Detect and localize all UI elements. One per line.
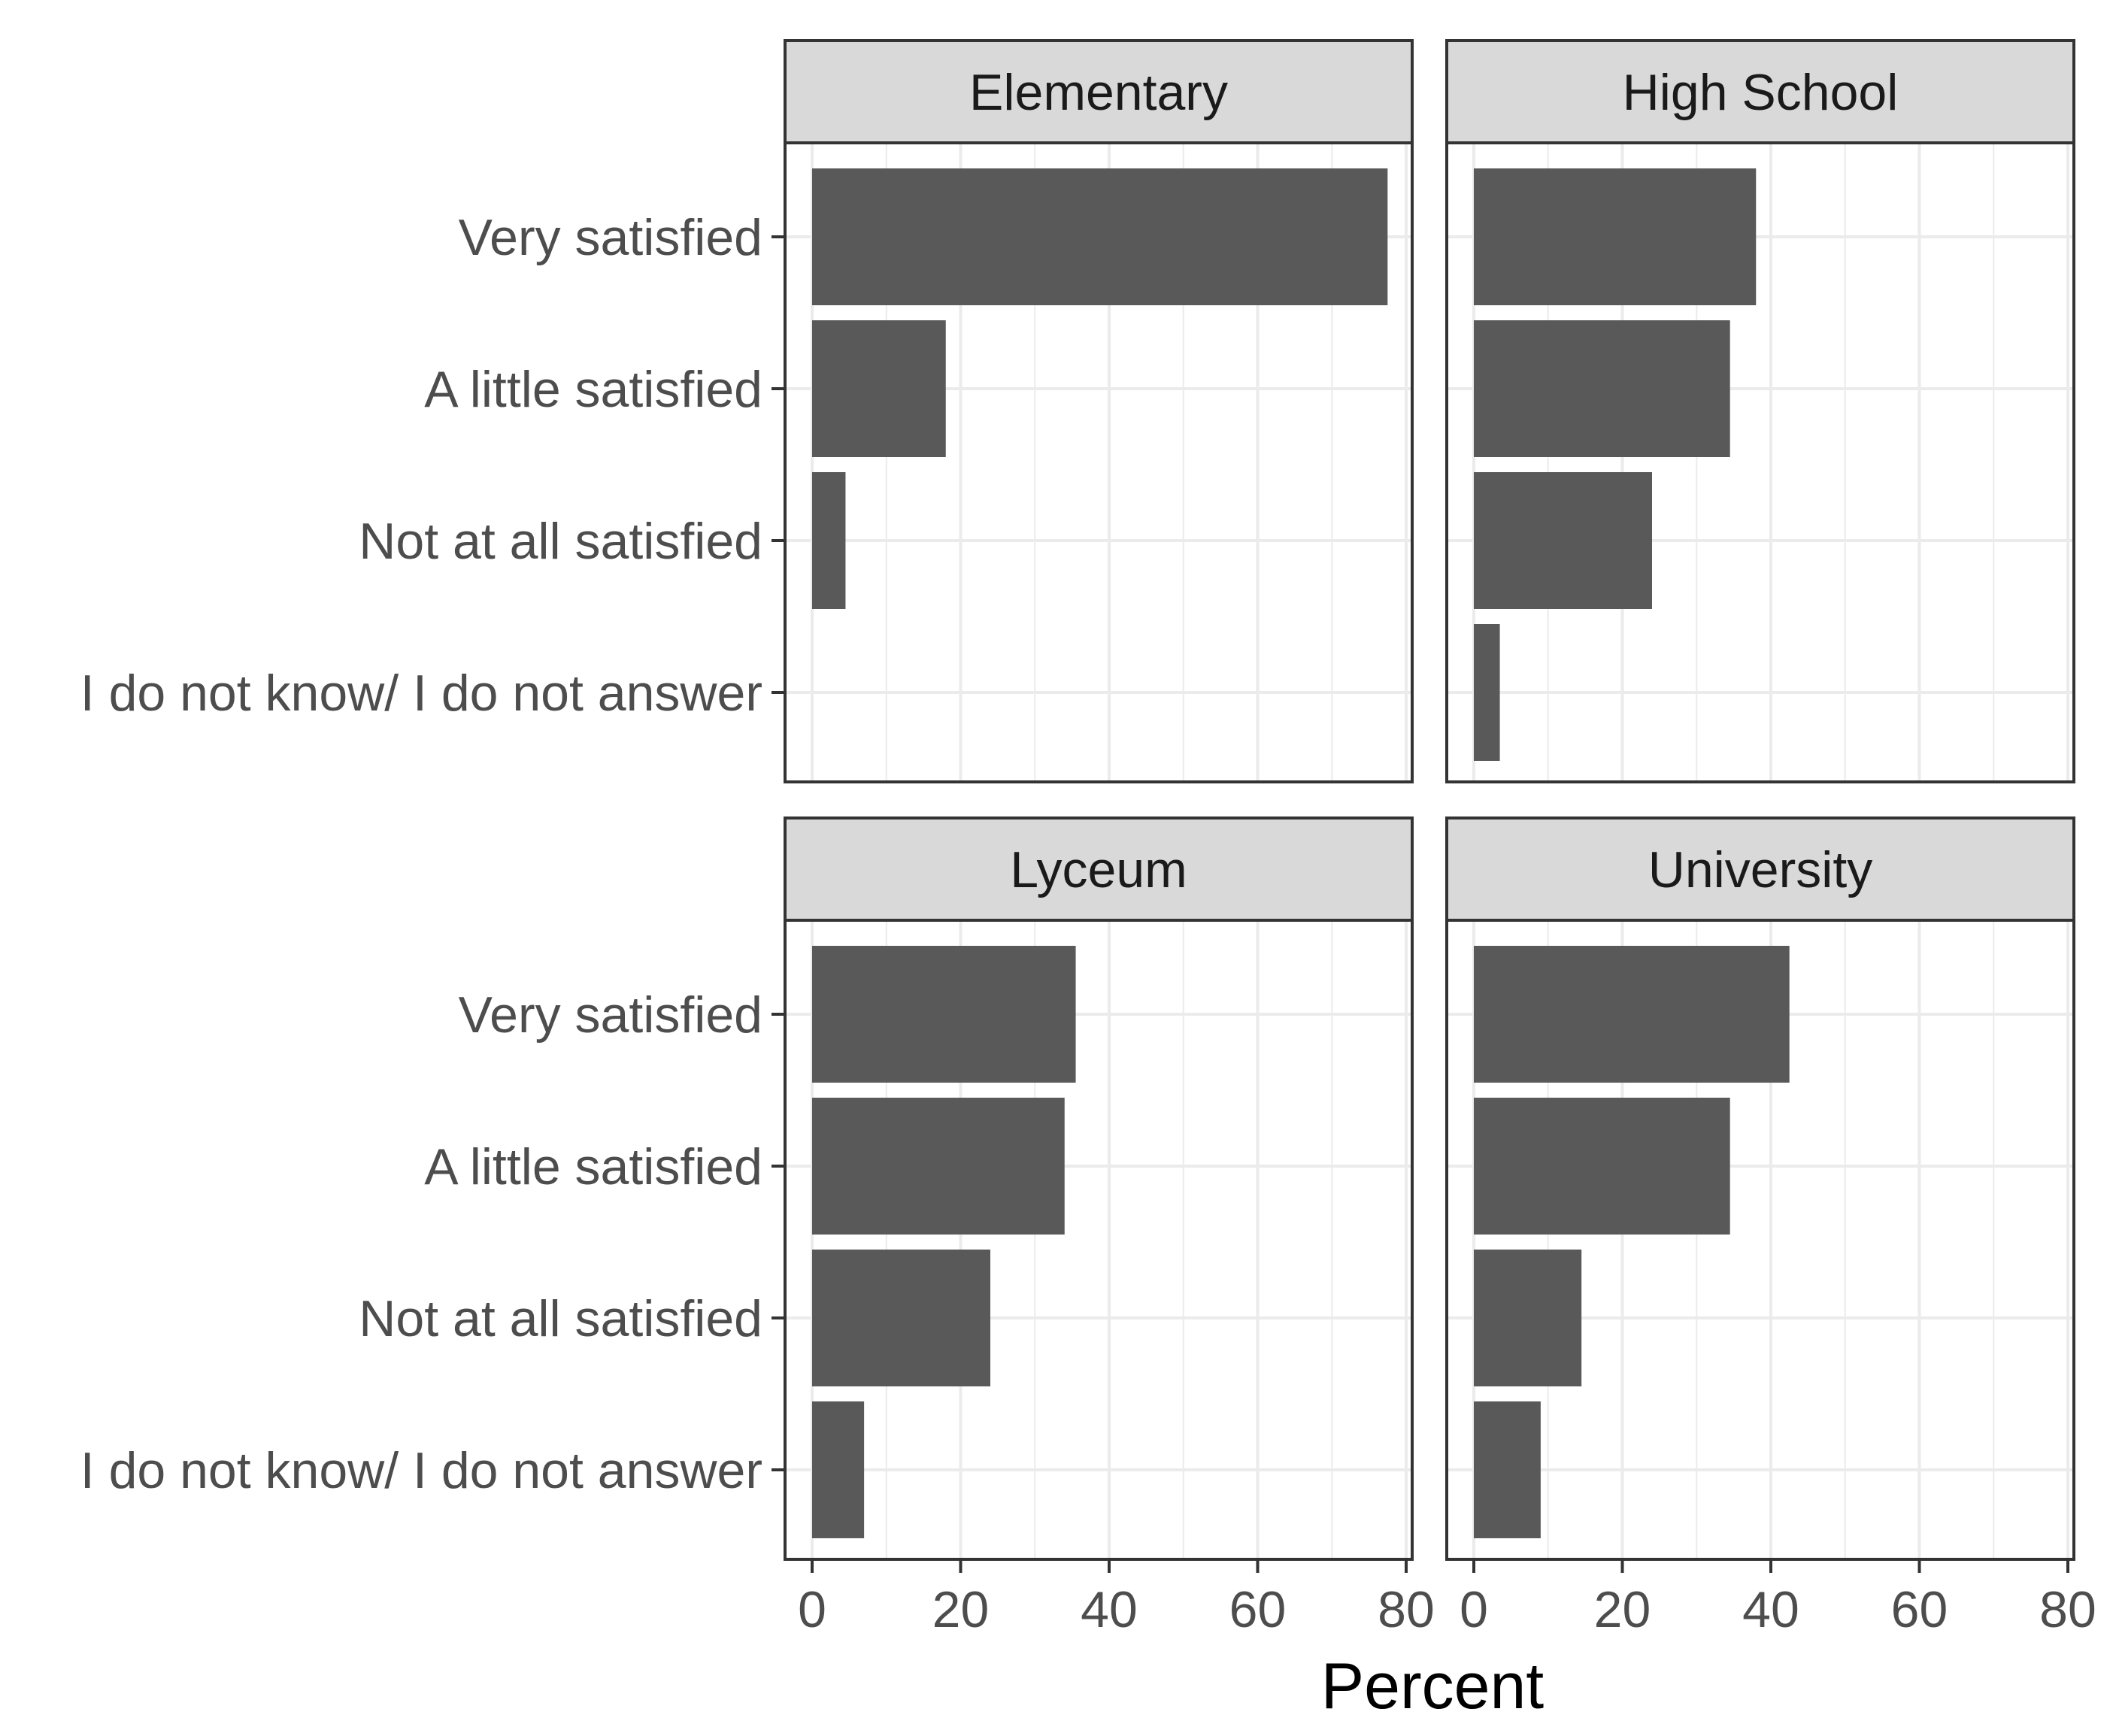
bar-elementary-a-little-satisfied	[812, 320, 946, 457]
bar-lyceum-i-do-not-know-i-do-not-answer	[812, 1401, 865, 1538]
bar-university-very-satisfied	[1474, 946, 1790, 1083]
bar-elementary-not-at-all-satisfied	[812, 472, 846, 609]
bar-lyceum-a-little-satisfied	[812, 1098, 1065, 1235]
x-axis-tick-label: 80	[1378, 1581, 1435, 1638]
bar-university-i-do-not-know-i-do-not-answer	[1474, 1401, 1541, 1538]
facet-strip	[784, 39, 1414, 144]
bar-lyceum-very-satisfied	[812, 946, 1076, 1083]
x-axis-tick-label: 0	[798, 1581, 826, 1638]
bar-high-school-a-little-satisfied	[1474, 320, 1730, 457]
bar-high-school-not-at-all-satisfied	[1474, 472, 1652, 609]
facet-panel-university: University 0 20 40 60 80	[1445, 816, 2096, 1638]
bar-university-not-at-all-satisfied	[1474, 1250, 1582, 1386]
x-axis-tick-label: 0	[1460, 1581, 1488, 1638]
x-axis-title: Percent	[1321, 1650, 1544, 1722]
x-axis-tick-label: 60	[1229, 1581, 1287, 1638]
x-axis-tick-label: 80	[2039, 1581, 2096, 1638]
bar-elementary-very-satisfied	[812, 168, 1388, 305]
facet-strip-label: High School	[1623, 64, 1899, 121]
y-axis-category-label: A little satisfied	[424, 361, 762, 418]
y-axis-category-label: I do not know/ I do not answer	[80, 665, 762, 722]
facet-strip-label: Lyceum	[1010, 841, 1187, 898]
bar-high-school-very-satisfied	[1474, 168, 1757, 305]
facet-strip	[1445, 816, 2075, 922]
y-axis-category-label: Not at all satisfied	[359, 513, 762, 570]
y-axis-category-label: A little satisfied	[424, 1138, 762, 1195]
facet-strip-label: Elementary	[969, 64, 1228, 121]
facet-strip	[1445, 39, 2075, 144]
facet-panel-elementary: Elementary Very satisfied A little satisfi…	[80, 39, 1414, 783]
x-axis-tick-label: 40	[1742, 1581, 1799, 1638]
y-axis-category-label: I do not know/ I do not answer	[80, 1442, 762, 1499]
facet-panel-lyceum: Lyceum Very satisfied A little satisfied No…	[80, 816, 1435, 1638]
bar-high-school-i-do-not-know-i-do-not-answer	[1474, 624, 1500, 761]
x-axis-tick-label: 40	[1081, 1581, 1138, 1638]
y-axis-category-label: Very satisfied	[459, 209, 762, 266]
x-axis-tick-label: 20	[932, 1581, 990, 1638]
facet-panel-high-school: High School	[1445, 39, 2075, 783]
facet-strip	[784, 816, 1414, 922]
y-axis-category-label: Not at all satisfied	[359, 1290, 762, 1347]
bar-university-a-little-satisfied	[1474, 1098, 1730, 1235]
x-axis-tick-label: 60	[1891, 1581, 1948, 1638]
y-axis-category-label: Very satisfied	[459, 986, 762, 1044]
bar-lyceum-not-at-all-satisfied	[812, 1250, 990, 1386]
facet-strip-label: University	[1648, 841, 1873, 898]
x-axis-tick-label: 20	[1594, 1581, 1651, 1638]
